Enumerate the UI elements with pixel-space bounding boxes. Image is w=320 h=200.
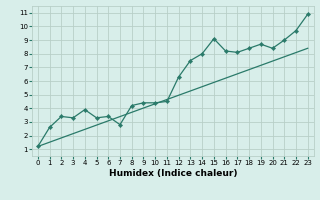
X-axis label: Humidex (Indice chaleur): Humidex (Indice chaleur): [108, 169, 237, 178]
